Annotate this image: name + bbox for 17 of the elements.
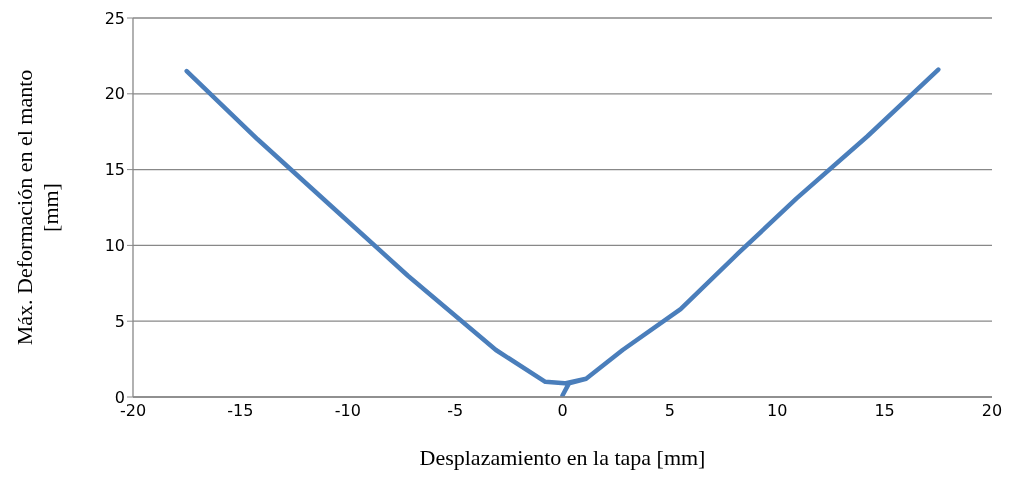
line-series [184,67,941,397]
x-tick-label: -5 [447,401,464,421]
y-tick-label: 0 [114,387,125,407]
x-tick-label: 0 [557,401,568,421]
y-tick-label: 25 [104,8,125,28]
x-axis-title: Desplazamiento en la tapa [mm] [419,445,706,470]
x-tick-label: 15 [874,401,895,421]
y-tick-label: 20 [104,84,125,104]
x-tick-label: 10 [767,401,788,421]
x-tick-label: -15 [227,401,254,421]
x-tick-label: 20 [981,401,1003,421]
y-tick-label: 15 [104,160,125,180]
y-axis-title: Máx. Deformación en el manto [mm] [12,69,63,346]
y-tick-label: 10 [104,236,125,256]
x-tick-label: -10 [334,401,361,421]
x-tick-label: 5 [664,401,675,421]
y-tick-label: 5 [114,311,125,331]
